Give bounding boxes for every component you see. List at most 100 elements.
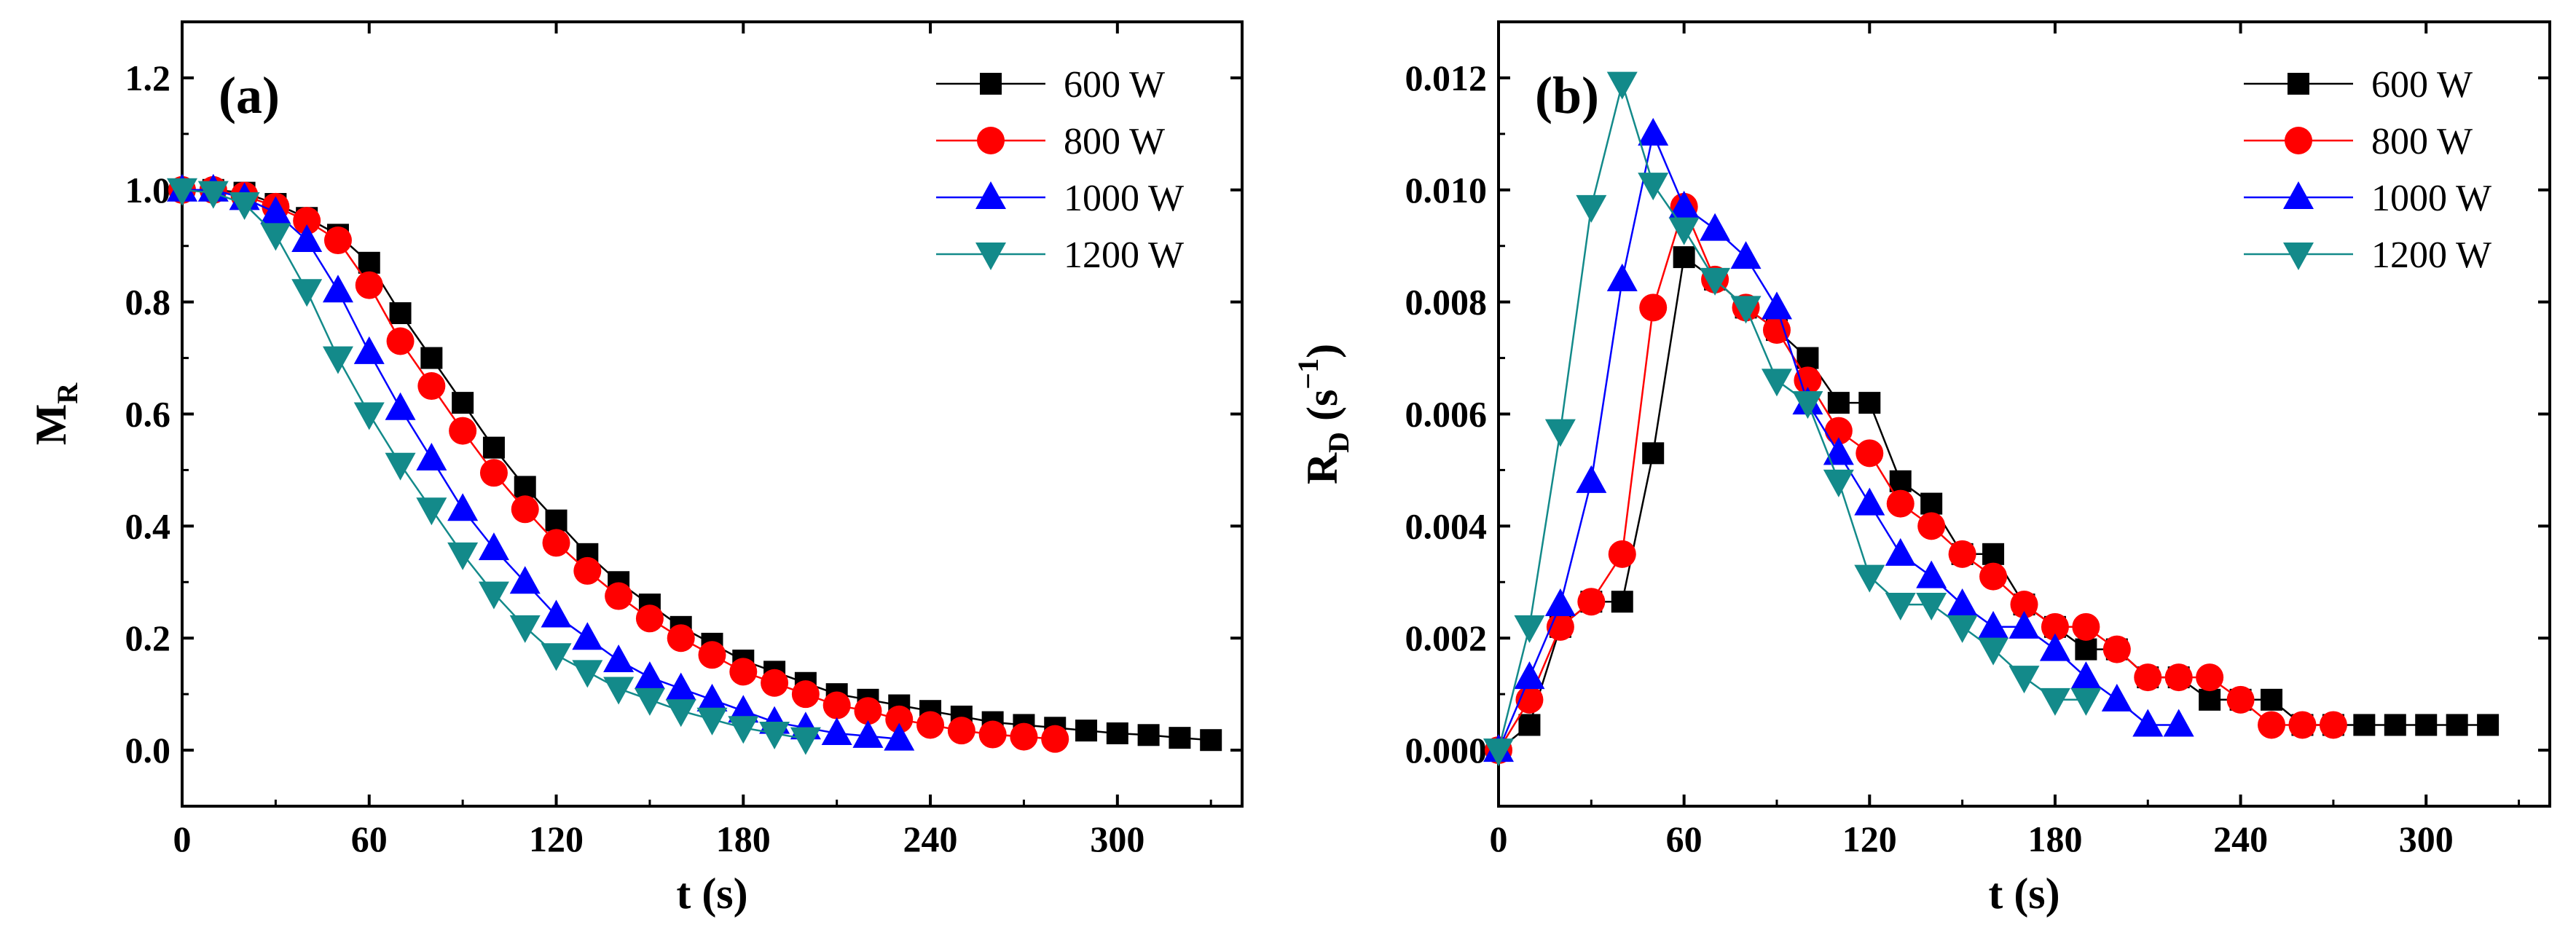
data-point	[761, 669, 789, 697]
panel-label: (b)	[1535, 66, 1599, 125]
x-axis-title: t (s)	[1988, 870, 2059, 918]
data-point	[1611, 591, 1633, 613]
data-point	[1075, 720, 1098, 742]
data-point	[605, 582, 633, 610]
legend-label: 1000 W	[2371, 178, 2491, 219]
data-point	[1856, 439, 1884, 468]
y-tick-label: 0.004	[1405, 505, 1488, 546]
legend-marker	[980, 73, 1002, 95]
data-point	[1200, 729, 1222, 752]
data-point	[728, 716, 759, 744]
y-axis-title-main: R	[1298, 452, 1346, 484]
series-line	[182, 189, 1212, 741]
data-point	[822, 691, 851, 720]
x-tick-label: 0	[1490, 819, 1508, 859]
y-tick-label: 0.8	[125, 282, 171, 323]
data-point	[260, 196, 291, 224]
data-point	[2288, 711, 2317, 739]
panel-label: (a)	[219, 66, 280, 125]
data-point	[2075, 638, 2097, 661]
y-tick-label: 0.010	[1405, 170, 1488, 210]
data-point	[1916, 593, 1947, 621]
data-point	[634, 687, 665, 716]
data-point	[1544, 419, 1576, 447]
data-point	[603, 677, 635, 705]
y-axis-title-main: M	[27, 404, 75, 446]
data-point	[1982, 543, 2005, 565]
data-point	[323, 226, 352, 255]
y-tick-label: 0.006	[1405, 394, 1488, 435]
y-axis-title-sub: R	[51, 382, 84, 404]
legend-label: 800 W	[1064, 121, 1165, 162]
data-point	[482, 436, 505, 459]
panel-b: 0 60 120 180 240 300 0.000 0.002 0.004 0.006 0.008…	[1292, 20, 2551, 918]
data-point	[1730, 241, 1762, 269]
data-point	[1576, 465, 1607, 493]
data-point	[447, 493, 479, 521]
data-point	[1638, 173, 1669, 201]
y-tick-label: 0.012	[1405, 58, 1488, 98]
data-point	[541, 643, 572, 671]
y-tick-label: 1.2	[125, 58, 171, 98]
data-point	[358, 251, 380, 274]
x-tick-label: 60	[1666, 819, 1703, 859]
data-point	[2415, 714, 2438, 736]
data-point	[229, 192, 260, 221]
data-point	[2258, 711, 2286, 739]
data-point	[635, 604, 664, 633]
data-point	[416, 443, 447, 471]
data-point	[2164, 663, 2193, 692]
data-point	[1576, 194, 1607, 223]
series-line	[1497, 204, 2333, 751]
data-point	[2101, 683, 2132, 712]
data-point	[1979, 562, 2008, 591]
data-point	[1947, 615, 1978, 643]
data-point	[386, 327, 415, 355]
series-1000-w	[167, 173, 915, 751]
y-tick-label: 1.0	[125, 170, 171, 210]
legend-label: 800 W	[2371, 121, 2473, 162]
data-point	[385, 392, 416, 420]
y-axis-title-unit-close: )	[1298, 344, 1346, 358]
data-point	[167, 178, 197, 206]
data-point	[509, 566, 541, 594]
x-tick-label: 180	[716, 819, 771, 859]
series-800-w	[1485, 192, 2347, 765]
data-point	[1978, 610, 2009, 639]
data-point	[729, 658, 758, 686]
data-point	[355, 271, 383, 299]
data-point	[1792, 391, 1823, 419]
data-point	[322, 346, 353, 374]
data-point	[696, 683, 728, 712]
data-point	[665, 699, 696, 728]
data-point	[1577, 588, 1606, 616]
legend-entry: 1000 W	[2244, 178, 2491, 219]
series-1000-w	[1483, 117, 2194, 762]
data-point	[2134, 663, 2162, 692]
data-point	[1762, 316, 1791, 344]
data-point	[1948, 540, 1976, 568]
legend-label: 600 W	[2371, 64, 2473, 106]
data-point	[1041, 725, 1069, 753]
data-point	[514, 476, 536, 498]
data-point	[1606, 71, 1638, 100]
data-point	[1514, 661, 1545, 690]
data-point	[1916, 560, 1947, 588]
data-point	[545, 509, 568, 532]
data-point	[572, 660, 603, 688]
data-point	[2163, 709, 2194, 737]
x-tick-label: 240	[2213, 819, 2268, 859]
data-point	[2196, 663, 2224, 692]
data-point	[2008, 610, 2040, 639]
x-tick-label: 180	[2027, 819, 2082, 859]
data-point	[2199, 688, 2221, 711]
y-tick-label: 0.2	[125, 618, 171, 658]
legend-marker	[975, 181, 1006, 209]
data-point	[1917, 512, 1946, 540]
data-point	[634, 661, 665, 690]
data-point	[542, 529, 570, 557]
data-point	[2477, 714, 2500, 736]
y-tick-label: 0.008	[1405, 282, 1488, 323]
data-point	[728, 695, 759, 723]
